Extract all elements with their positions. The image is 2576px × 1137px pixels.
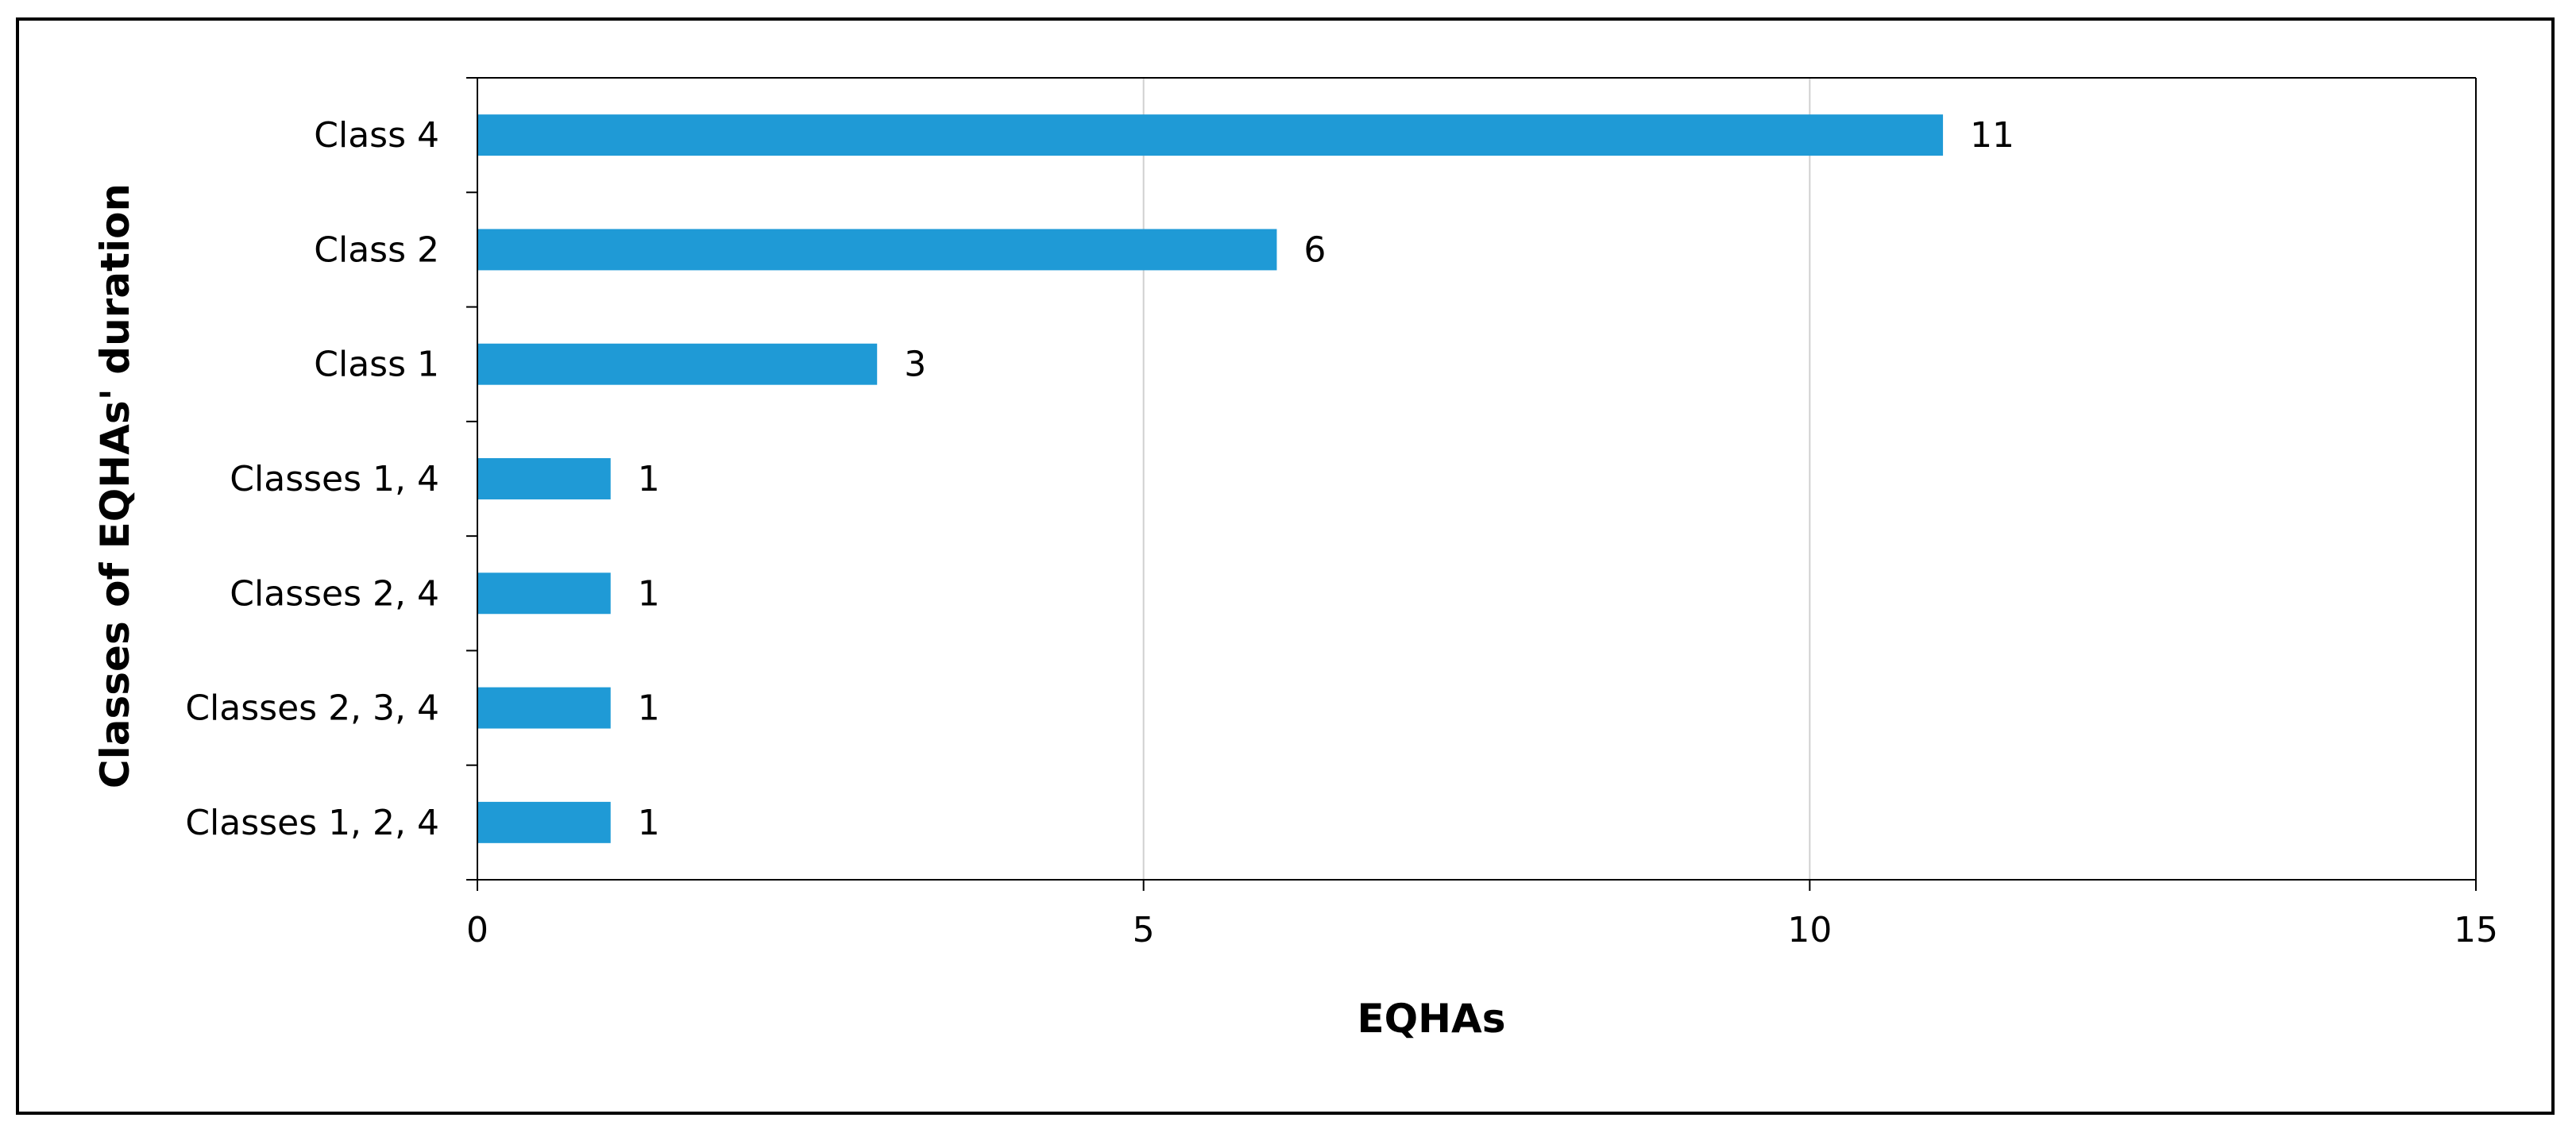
axes-layer <box>466 77 2477 891</box>
x-tick-label: 10 <box>1787 910 1832 950</box>
bar <box>477 801 611 843</box>
x-axis-title: EQHAs <box>1358 996 1506 1042</box>
x-tick-label: 15 <box>2454 910 2498 950</box>
y-category-label: Classes 1, 4 <box>230 459 439 499</box>
bar <box>477 343 878 385</box>
bar <box>477 229 1277 271</box>
bar-value-label: 3 <box>904 345 926 385</box>
y-category-label: Classes 2, 3, 4 <box>185 688 439 729</box>
x-tick-label: 0 <box>466 910 489 950</box>
bar <box>477 572 611 615</box>
bar-value-label: 1 <box>638 459 660 499</box>
y-category-label: Class 2 <box>314 229 439 270</box>
bar-value-label: 11 <box>1970 115 2014 156</box>
y-category-label: Class 1 <box>314 345 439 385</box>
bar-value-label: 1 <box>638 688 660 729</box>
bar-value-label: 1 <box>638 573 660 614</box>
bar-value-label: 1 <box>638 803 660 843</box>
bar <box>477 114 1944 156</box>
y-category-label: Classes 2, 4 <box>230 573 439 614</box>
bar <box>477 687 611 729</box>
y-category-label: Class 4 <box>314 115 439 156</box>
grid-layer <box>1142 78 2477 880</box>
bar-value-label: 6 <box>1303 229 1326 270</box>
y-axis-title: Classes of EQHAs' duration <box>92 183 138 788</box>
bar <box>477 458 611 499</box>
chart-frame <box>16 17 2555 1115</box>
x-tick-label: 5 <box>1133 910 1155 950</box>
bars-layer <box>477 114 1944 843</box>
y-category-label: Classes 1, 2, 4 <box>185 803 439 843</box>
